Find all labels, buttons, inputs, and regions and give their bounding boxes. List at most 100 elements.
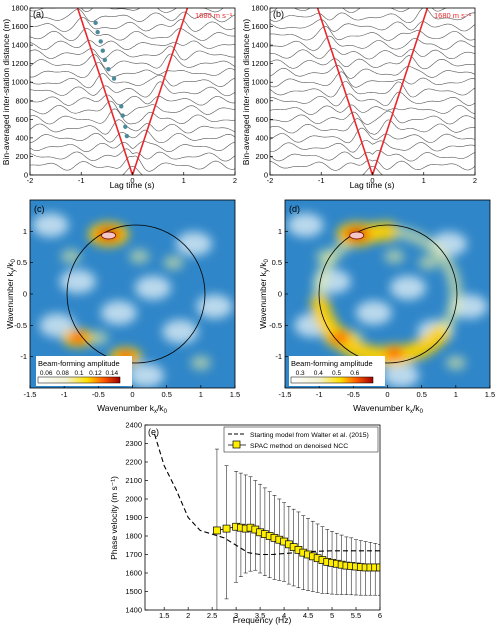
- heatmap-c: [32, 213, 233, 388]
- y-tick-label: 200: [15, 152, 28, 161]
- trace-1000: [270, 71, 475, 88]
- picked-arrival-10: [124, 133, 130, 139]
- colorbar-tick-label: 0.3: [296, 370, 305, 377]
- y-tick-label: -0.5: [14, 321, 27, 330]
- x-axis-label-d: Wavenumber kx/k0: [353, 403, 423, 415]
- traces-b: [270, 8, 475, 175]
- x-tick-label: 1: [454, 390, 458, 399]
- y-tick-label: 1800: [251, 4, 268, 13]
- trace-1200: [30, 53, 235, 70]
- panel-label-e: (e): [148, 427, 159, 437]
- y-tick-label: 1400: [11, 41, 28, 50]
- trace-600: [270, 110, 475, 125]
- heat-ring-segment: [316, 265, 331, 280]
- trace-1700: [30, 8, 235, 23]
- picked-arrival-4: [102, 57, 108, 63]
- y-tick-label: 1800: [11, 4, 28, 13]
- trace-1700: [270, 8, 475, 24]
- x-tick-label: 0: [130, 176, 134, 185]
- y-tick-label: 1700: [125, 550, 142, 559]
- trace-100: [270, 159, 475, 171]
- plot-e: [154, 434, 380, 610]
- trace-200: [270, 150, 475, 162]
- colorbar-tick-label: 0.5: [332, 370, 341, 377]
- velocity-line-positive: [371, 8, 429, 175]
- x-tick-label: 0.5: [161, 390, 171, 399]
- x-tick-label: 2.5: [207, 611, 217, 620]
- panel-b: -2 -1 0 1 2 0 200 400 600 800 1000 1200 1400 1600 1800…: [241, 4, 477, 191]
- spac-point: [376, 563, 380, 572]
- y-tick-label: 2300: [125, 439, 142, 448]
- picked-markers-a: [93, 20, 130, 139]
- x-axis-label-a: Lag time (s): [110, 180, 155, 190]
- x-tick-label: -1.5: [24, 390, 37, 399]
- heat-ring-segment: [447, 297, 462, 312]
- y-tick-label: 600: [255, 115, 268, 124]
- x-tick-label: 0: [370, 176, 374, 185]
- y-tick-label: 1600: [251, 22, 268, 31]
- panel-a: -2 -1 0 1 2 0 200 400 600 800 1000 1200 1400 1600 1800…: [1, 4, 237, 191]
- heat-blob-mid: [384, 249, 405, 264]
- ticks-a: -2 -1 0 1 2 0 200 400 600 800 1000 1200 1400 1600 1800: [11, 4, 237, 186]
- trace-1300: [270, 47, 475, 60]
- velocity-line-positive: [131, 8, 189, 175]
- x-axis-label-b: Lag time (s): [350, 180, 395, 190]
- trace-700: [30, 100, 235, 117]
- ticks-d: -1.5 -1 -0.5 0 0.5 1 1.5 -1 -0.5 0 0.5 1: [269, 227, 495, 399]
- x-tick-label: 5.5: [351, 611, 361, 620]
- legend-label-starting-model: Starting model from Walter et al. (2015): [250, 432, 369, 439]
- y-axis-label-c: Wavenumber ky/k0: [5, 258, 17, 328]
- trace-700: [270, 104, 475, 115]
- colorbar-title-c: Beam-forming amplitude: [38, 359, 120, 368]
- trace-1200: [270, 55, 475, 70]
- x-tick-label: -0.5: [92, 390, 105, 399]
- trace-1600: [270, 19, 475, 32]
- heat-ring-segment: [403, 228, 418, 243]
- trace-500: [30, 119, 235, 135]
- trace-500: [270, 118, 475, 135]
- heat-ring-segment: [414, 232, 429, 247]
- heat-blob-mid: [445, 355, 466, 370]
- velocity-line-negative: [76, 8, 134, 175]
- panel-label-a: (a): [33, 9, 44, 19]
- x-tick-label: 2: [233, 176, 237, 185]
- colorbar-c: Beam-forming amplitude 0.06 0.08 0.1 0.12 0.…: [36, 356, 132, 386]
- trace-1500: [30, 28, 235, 41]
- colorbar-tick-label: 0.06: [40, 370, 53, 377]
- heat-blob-low: [100, 300, 137, 325]
- x-tick-label: 1: [182, 176, 186, 185]
- y-tick-label: 1900: [125, 513, 142, 522]
- heat-ring-segment: [313, 276, 328, 291]
- x-tick-label: 2: [473, 176, 477, 185]
- axes-frame-a: [29, 7, 236, 176]
- y-tick-label: 400: [255, 133, 268, 142]
- x-tick-label: 0: [385, 390, 389, 399]
- heat-blob-mid: [88, 330, 109, 345]
- y-tick-label: 2200: [125, 458, 142, 467]
- y-tick-label: 0.5: [272, 258, 282, 267]
- x-axis-label-e: Frequency (Hz): [233, 615, 292, 625]
- trace-300: [270, 140, 475, 153]
- y-tick-label: 800: [15, 96, 28, 105]
- heat-ring-segment: [448, 287, 463, 301]
- picked-arrival-8: [120, 113, 125, 118]
- y-tick-label: 0: [24, 171, 28, 180]
- legend-swatch-square: [232, 440, 241, 449]
- colorbar-tick-label: 0.14: [105, 370, 118, 377]
- trace-600: [30, 108, 235, 125]
- y-tick-label: 2100: [125, 476, 142, 485]
- axes-frame-b: [269, 7, 476, 176]
- unit-circle-d: [318, 224, 458, 364]
- spac-point: [213, 526, 221, 535]
- x-tick-label: -1: [316, 390, 323, 399]
- picked-arrival-5: [106, 67, 111, 72]
- velocity-lines-b: [316, 8, 429, 175]
- trace-400: [270, 127, 475, 144]
- colorbar-tick-label: 0.1: [74, 370, 83, 377]
- trace-1500: [270, 25, 475, 41]
- peak-core-2: [385, 348, 404, 359]
- trace-0: [30, 165, 235, 175]
- x-tick-label: 1.5: [230, 390, 240, 399]
- y-tick-label: 800: [255, 96, 268, 105]
- y-tick-label: -0.5: [269, 321, 282, 330]
